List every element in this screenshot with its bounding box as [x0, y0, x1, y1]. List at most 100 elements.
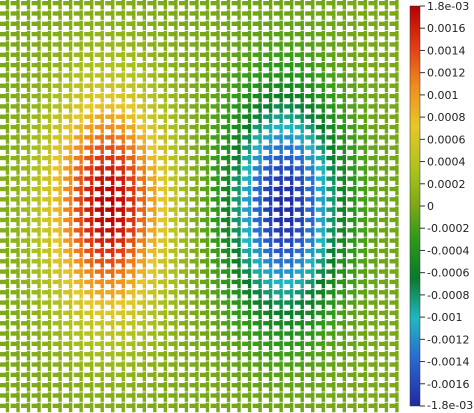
lattice-strip-h — [263, 341, 273, 347]
lattice-strip-v — [163, 247, 168, 258]
lattice-strip-v — [300, 144, 304, 155]
lattice-strip-v — [353, 330, 357, 340]
lattice-strip-h — [336, 62, 346, 68]
lattice-strip-v — [353, 82, 357, 93]
lattice-strip-v — [153, 72, 157, 82]
lattice-strip-v — [174, 289, 178, 299]
lattice-strip-v — [174, 72, 178, 82]
lattice-strip-h — [200, 321, 209, 326]
lattice-strip-h — [368, 331, 378, 336]
lattice-strip-h — [273, 403, 283, 409]
lattice-strip-v — [68, 299, 73, 309]
lattice-strip-h — [115, 290, 125, 295]
lattice-strip-h — [252, 341, 262, 347]
lattice-strip-h — [31, 42, 41, 47]
lattice-strip-h — [10, 52, 20, 57]
lattice-strip-v — [332, 196, 336, 206]
lattice-strip-v — [237, 61, 241, 72]
lattice-strip-v — [111, 330, 115, 340]
lattice-strip-h — [347, 217, 357, 223]
lattice-strip-h — [73, 114, 83, 119]
lattice-strip-h — [73, 155, 83, 161]
lattice-strip-v — [311, 165, 315, 175]
lattice-strip-h — [368, 341, 378, 347]
lattice-strip-h — [42, 145, 52, 150]
lattice-strip-v — [290, 10, 294, 20]
lattice-strip-h — [200, 186, 209, 192]
lattice-strip-v — [311, 196, 315, 206]
lattice-strip-h — [305, 1, 315, 6]
lattice-strip-h — [157, 135, 167, 140]
lattice-strip-v — [205, 247, 210, 258]
lattice-strip-h — [221, 124, 230, 130]
lattice-strip-v — [279, 41, 283, 51]
lattice-strip-v — [121, 309, 125, 320]
lattice-strip-v — [374, 82, 378, 93]
lattice-strip-v — [111, 72, 115, 82]
lattice-strip-v — [205, 227, 210, 237]
lattice-strip-h — [231, 279, 241, 285]
lattice-strip-h — [273, 383, 283, 388]
lattice-strip-v — [153, 82, 157, 93]
lattice-strip-v — [311, 216, 315, 227]
lattice-strip-v — [395, 402, 399, 413]
lattice-strip-h — [189, 279, 199, 285]
lattice-strip-v — [332, 20, 336, 31]
lattice-strip-h — [294, 248, 304, 254]
lattice-strip-v — [247, 268, 252, 278]
lattice-strip-h — [94, 269, 104, 274]
lattice-strip-v — [26, 227, 31, 237]
lattice-strip-v — [311, 309, 315, 320]
lattice-strip-h — [178, 1, 188, 6]
lattice-strip-v — [90, 82, 94, 93]
lattice-strip-h — [136, 42, 146, 47]
lattice-strip-h — [389, 104, 399, 109]
lattice-strip-h — [105, 393, 115, 398]
lattice-strip-h — [0, 155, 9, 161]
lattice-strip-v — [174, 123, 178, 134]
lattice-strip-h — [126, 21, 136, 26]
lattice-strip-h — [63, 279, 73, 285]
lattice-strip-h — [126, 352, 136, 357]
lattice-strip-h — [73, 186, 83, 192]
lattice-strip-h — [263, 403, 273, 409]
lattice-strip-h — [389, 228, 399, 233]
lattice-strip-h — [263, 321, 273, 326]
lattice-strip-v — [247, 134, 252, 144]
lattice-strip-v — [279, 123, 283, 134]
lattice-strip-h — [326, 93, 336, 99]
lattice-strip-v — [26, 72, 31, 82]
lattice-strip-v — [111, 144, 115, 155]
lattice-strip-v — [321, 154, 325, 165]
lattice-strip-h — [315, 42, 325, 47]
lattice-strip-v — [142, 247, 146, 258]
lattice-strip-v — [300, 309, 304, 320]
lattice-strip-h — [336, 269, 346, 274]
lattice-strip-v — [163, 20, 168, 31]
lattice-strip-v — [163, 309, 168, 320]
lattice-strip-h — [200, 145, 209, 150]
lattice-strip-h — [0, 83, 9, 88]
lattice-strip-h — [200, 52, 209, 57]
lattice-strip-v — [216, 402, 220, 413]
lattice-strip-h — [115, 176, 125, 181]
lattice-strip-v — [26, 330, 31, 340]
lattice-strip-h — [294, 352, 304, 357]
lattice-strip-v — [37, 0, 41, 10]
lattice-strip-v — [237, 330, 241, 340]
lattice-strip-v — [226, 92, 231, 103]
lattice-strip-h — [136, 248, 146, 254]
lattice-strip-h — [305, 135, 315, 140]
lattice-strip-v — [132, 10, 136, 20]
lattice-strip-h — [294, 176, 304, 181]
lattice-strip-h — [305, 383, 315, 388]
lattice-strip-h — [315, 352, 325, 357]
lattice-strip-v — [395, 237, 399, 247]
lattice-strip-h — [168, 186, 178, 192]
lattice-strip-v — [395, 247, 399, 258]
lattice-strip-v — [268, 123, 273, 134]
lattice-strip-v — [132, 206, 136, 217]
lattice-strip-v — [374, 371, 378, 382]
lattice-strip-v — [205, 330, 210, 340]
lattice-strip-v — [384, 382, 389, 392]
